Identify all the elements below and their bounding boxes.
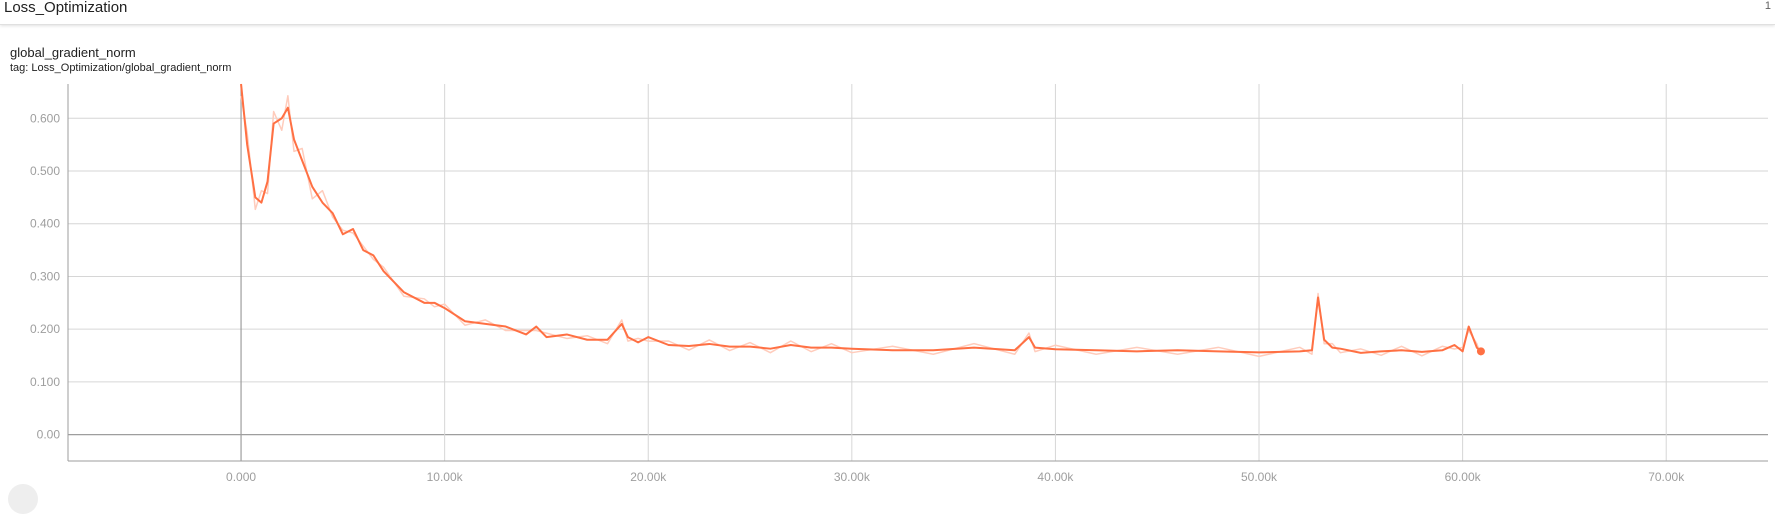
expand-card-button[interactable] (8, 484, 38, 514)
x-tick-label: 10.00k (427, 470, 464, 484)
y-tick-label: 0.100 (30, 375, 60, 389)
raw-series-line (240, 94, 1482, 358)
y-tick-label: 0.200 (30, 322, 60, 336)
y-tick-label: 0.400 (30, 217, 60, 231)
card-tag: tag: Loss_Optimization/global_gradient_n… (10, 62, 232, 74)
smoothed-series-line (240, 83, 1482, 354)
x-tick-label: 70.00k (1648, 470, 1685, 484)
x-tick-label: 50.00k (1241, 470, 1278, 484)
y-tick-label: 0.300 (30, 269, 60, 283)
card-title: global_gradient_norm (10, 45, 136, 60)
x-tick-label: 60.00k (1445, 470, 1482, 484)
section-count: 1 (1764, 0, 1771, 12)
scalar-chart[interactable]: 0.00 0.100 0.200 0.300 0.400 0.500 0.600 0.000 1… (0, 0, 1775, 491)
y-tick-label: 0.600 (30, 111, 60, 125)
x-tick-label: 40.00k (1037, 470, 1074, 484)
y-tick-label: 0.00 (37, 428, 61, 442)
last-point-marker (1476, 347, 1485, 356)
x-tick-label: 0.000 (226, 470, 256, 484)
x-tick-label: 30.00k (834, 470, 871, 484)
y-tick-label: 0.500 (30, 164, 60, 178)
section-title: Loss_Optimization (4, 0, 128, 16)
x-tick-label: 20.00k (630, 470, 667, 484)
section-header[interactable]: Loss_Optimization 1 (0, 0, 1775, 25)
